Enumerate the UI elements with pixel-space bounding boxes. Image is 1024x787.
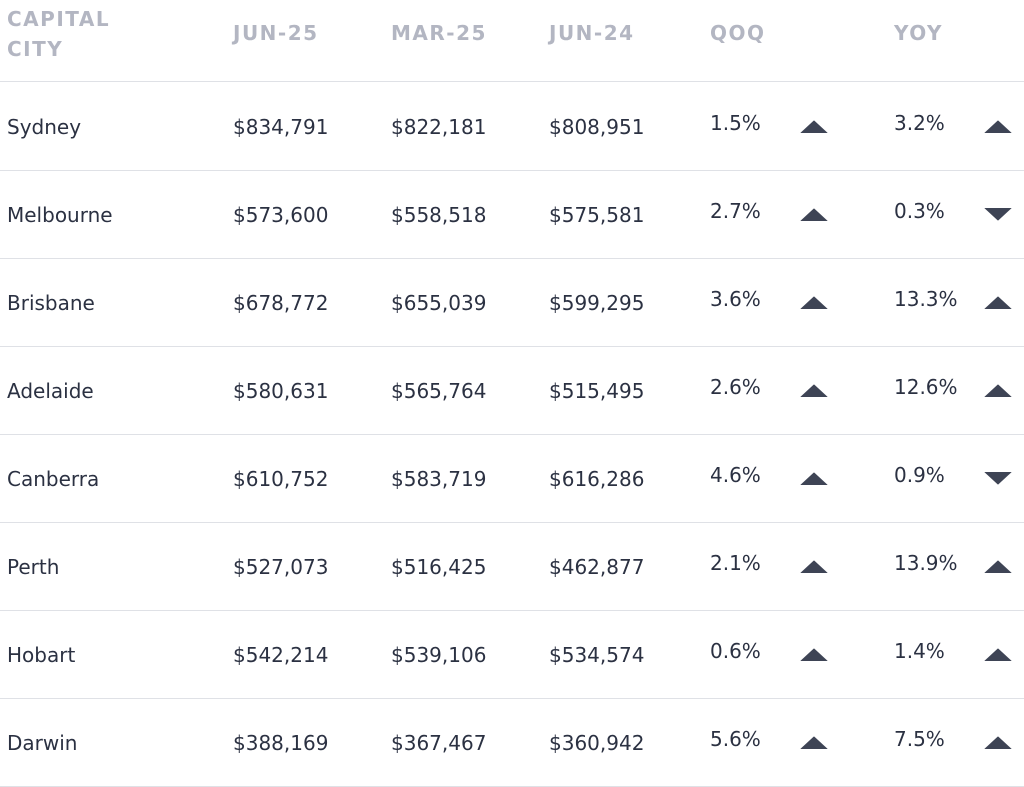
city-name: Darwin [7,731,78,755]
column-header: QOQ [710,21,766,45]
trend-arrow [984,384,1012,397]
arrow-up [984,384,1012,397]
column-header: JUN-24 [549,21,635,45]
change-value: 1.4% [894,639,945,663]
city-name: Brisbane [7,291,95,315]
arrow-up [800,560,828,573]
trend-arrow [984,472,1012,485]
row-divider [0,522,1024,523]
change-value: 2.6% [710,375,761,399]
arrow-down [984,208,1012,221]
change-value: 13.9% [894,551,958,575]
trend-arrow [800,560,828,573]
price-value: $822,181 [391,115,487,139]
row-divider [0,698,1024,699]
price-value: $542,214 [233,643,329,667]
trend-arrow [800,384,828,397]
price-value: $388,169 [233,731,329,755]
trend-arrow [984,208,1012,221]
city-name: Canberra [7,467,100,491]
price-value: $573,600 [233,203,329,227]
trend-arrow [984,120,1012,133]
arrow-up [800,736,828,749]
arrow-up [800,472,828,485]
change-value: 3.2% [894,111,945,135]
city-name: Adelaide [7,379,94,403]
arrow-up [800,296,828,309]
arrow-up [984,296,1012,309]
trend-arrow [800,472,828,485]
trend-arrow [800,208,828,221]
change-value: 12.6% [894,375,958,399]
arrow-up [800,384,828,397]
price-value: $534,574 [549,643,645,667]
column-header: JUN-25 [233,21,319,45]
change-value: 13.3% [894,287,958,311]
row-divider [0,346,1024,347]
price-value: $367,467 [391,731,487,755]
price-value: $616,286 [549,467,645,491]
trend-arrow [800,296,828,309]
row-divider [0,258,1024,259]
price-value: $655,039 [391,291,487,315]
arrow-up [800,648,828,661]
trend-arrow [984,648,1012,661]
header-divider [0,81,1024,82]
arrow-up [984,648,1012,661]
price-value: $808,951 [549,115,645,139]
trend-arrow [800,648,828,661]
city-name: Melbourne [7,203,113,227]
column-header: CAPITAL CITY [7,7,111,61]
trend-arrow [800,736,828,749]
city-name: Perth [7,555,60,579]
page: {"table": { "headers": ["CAPITAL CITY", … [0,7,1024,787]
arrow-up [984,560,1012,573]
change-value: 4.6% [710,463,761,487]
city-name: Hobart [7,643,76,667]
trend-arrow [800,120,828,133]
arrow-up [800,208,828,221]
price-value: $610,752 [233,467,329,491]
change-value: 5.6% [710,727,761,751]
change-value: 0.6% [710,639,761,663]
price-value: $360,942 [549,731,645,755]
row-divider [0,170,1024,171]
row-divider [0,610,1024,611]
price-value: $580,631 [233,379,329,403]
price-value: $599,295 [549,291,645,315]
change-value: 3.6% [710,287,761,311]
trend-arrow [984,296,1012,309]
column-header: MAR-25 [391,21,487,45]
row-divider [0,434,1024,435]
change-value: 0.3% [894,199,945,223]
price-value: $678,772 [233,291,329,315]
price-value: $516,425 [391,555,487,579]
price-value: $558,518 [391,203,487,227]
change-value: 0.9% [894,463,945,487]
price-value: $583,719 [391,467,487,491]
price-value: $462,877 [549,555,645,579]
price-value: $834,791 [233,115,329,139]
arrow-up [984,736,1012,749]
trend-arrow [984,736,1012,749]
trend-arrow [984,560,1012,573]
change-value: 7.5% [894,727,945,751]
arrow-up [800,120,828,133]
arrow-down [984,472,1012,485]
change-value: 1.5% [710,111,761,135]
arrow-up [984,120,1012,133]
price-value: $527,073 [233,555,329,579]
column-header: YOY [894,21,944,45]
price-value: $515,495 [549,379,645,403]
change-value: 2.7% [710,199,761,223]
price-value: $575,581 [549,203,645,227]
city-name: Sydney [7,115,82,139]
price-value: $539,106 [391,643,487,667]
change-value: 2.1% [710,551,761,575]
price-value: $565,764 [391,379,487,403]
